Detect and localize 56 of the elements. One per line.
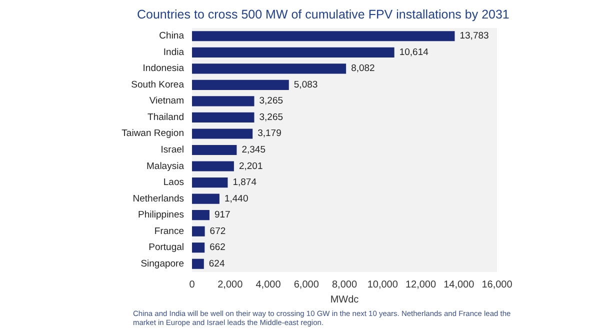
bar <box>192 47 394 58</box>
y-tick-label: France <box>154 226 184 237</box>
y-tick-label: China <box>159 30 185 42</box>
y-tick-label: Vietnam <box>149 96 184 107</box>
data-label: 624 <box>208 258 225 270</box>
x-tick-label: 0 <box>189 280 196 290</box>
y-tick-label: Portugal <box>148 242 184 254</box>
bar <box>192 161 234 172</box>
x-axis-title: MWdc <box>330 294 359 306</box>
data-label: 3,265 <box>259 96 284 107</box>
bar <box>192 31 455 42</box>
data-label: 662 <box>210 242 226 254</box>
bar <box>192 226 205 236</box>
data-label: 2,201 <box>238 160 263 172</box>
y-tick-label: Malaysia <box>146 160 185 172</box>
data-label: 10,614 <box>399 46 428 58</box>
data-label: 2,345 <box>242 144 266 156</box>
bar <box>192 80 289 90</box>
y-tick-label: Taiwan Region <box>122 128 184 140</box>
data-label: 1,874 <box>232 177 257 188</box>
y-tick-label: Netherlands <box>132 193 184 204</box>
data-label: 1,440 <box>224 193 248 204</box>
data-label: 5,083 <box>294 79 318 90</box>
x-tick-label: 14,000 <box>444 280 475 290</box>
y-tick-label: Singapore <box>140 258 184 270</box>
x-tick-label: 6,000 <box>294 280 320 290</box>
y-tick-label: India <box>163 46 185 58</box>
x-tick-label: 2,000 <box>218 280 244 290</box>
bar <box>192 64 346 74</box>
bar <box>192 144 237 156</box>
bar <box>192 112 254 123</box>
x-tick-label: 16,000 <box>482 280 513 290</box>
chart-title: Countries to cross 500 MW of cumulative FPV installations by 2031 <box>137 8 510 22</box>
y-tick-label: South Korea <box>131 79 185 90</box>
bar <box>192 177 228 188</box>
x-tick-label: 4,000 <box>256 280 282 290</box>
bar <box>192 242 205 253</box>
data-label: 3,265 <box>259 112 284 123</box>
data-label: 3,179 <box>258 128 282 140</box>
bar <box>192 128 253 139</box>
data-label: 917 <box>214 210 230 221</box>
y-tick-label: Laos <box>163 177 184 188</box>
x-tick-label: 10,000 <box>367 280 398 290</box>
bar <box>192 194 220 204</box>
y-tick-label: Thailand <box>148 112 184 123</box>
x-tick-label: 12,000 <box>405 280 436 290</box>
y-tick-label: Israel <box>160 144 184 156</box>
data-label: 13,783 <box>460 30 489 42</box>
data-label: 672 <box>210 226 226 237</box>
data-label: 8,082 <box>351 63 375 74</box>
bar <box>192 258 204 269</box>
y-tick-label: Indonesia <box>142 63 185 74</box>
bar <box>192 96 254 106</box>
bar <box>192 210 210 220</box>
y-tick-label: Philippines <box>138 210 184 221</box>
x-tick-label: 8,000 <box>332 280 358 290</box>
